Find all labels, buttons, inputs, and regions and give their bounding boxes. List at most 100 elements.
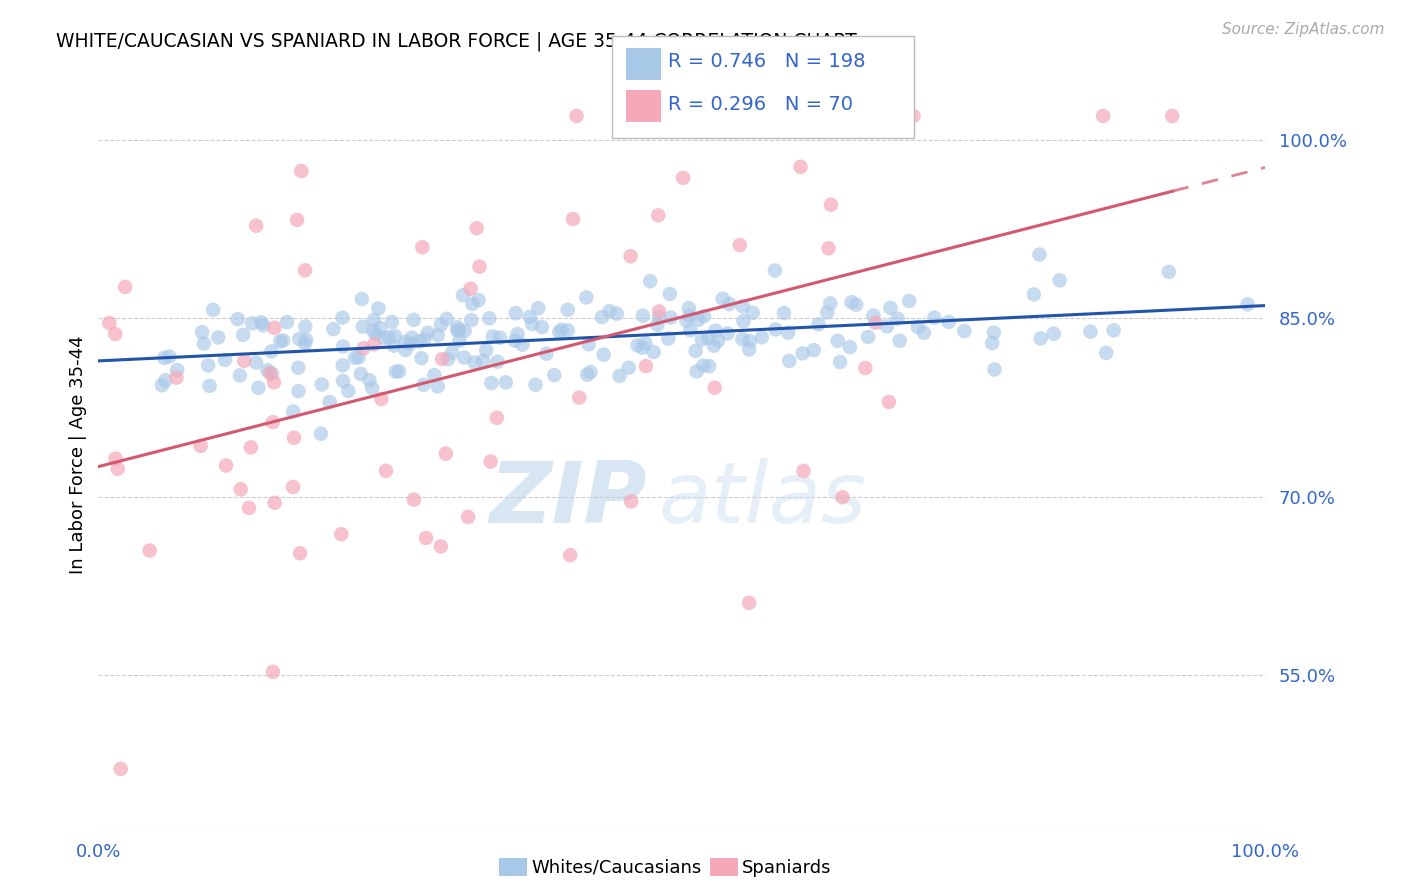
Point (430, 540, 453, 554)
Point (441, 345, 464, 359)
Point (697, 359, 720, 374)
Point (536, 346, 558, 360)
Point (692, 359, 714, 373)
Point (557, 302, 579, 317)
Point (332, 339, 354, 353)
Point (453, 351, 475, 365)
Point (343, 351, 366, 365)
Text: ZIP: ZIP (489, 458, 647, 541)
Point (648, 304, 671, 318)
Point (271, 334, 294, 348)
Point (981, 336, 1004, 351)
Text: WHITE/CAUCASIAN VS SPANIARD IN LABOR FORCE | AGE 35-44 CORRELATION CHART: WHITE/CAUCASIAN VS SPANIARD IN LABOR FOR… (56, 31, 858, 51)
Point (394, 334, 416, 349)
Point (485, 410, 508, 425)
Point (686, 364, 709, 378)
Point (197, 359, 219, 373)
Point (751, 330, 773, 344)
Point (983, 326, 1005, 340)
Point (838, 340, 860, 354)
Point (830, 355, 852, 369)
Point (426, 328, 449, 343)
Point (368, 321, 391, 335)
Point (207, 330, 229, 344)
Point (423, 368, 446, 383)
Point (416, 326, 439, 340)
Point (1157, 265, 1180, 279)
Point (879, 301, 901, 315)
Point (778, 326, 800, 340)
Point (803, 343, 825, 358)
Point (245, 355, 267, 369)
Point (672, 170, 695, 185)
Point (157, 350, 180, 364)
Point (505, 306, 527, 320)
Point (240, 317, 263, 331)
Point (807, 318, 830, 332)
Point (793, 464, 815, 478)
Point (820, 296, 842, 310)
Point (903, 109, 925, 123)
Point (402, 492, 425, 507)
Point (877, 395, 900, 409)
Point (1028, 247, 1050, 261)
Point (626, 338, 648, 352)
Point (716, 326, 738, 341)
Point (527, 301, 550, 316)
Point (889, 334, 911, 348)
Point (690, 333, 713, 347)
Point (489, 331, 512, 345)
Point (155, 373, 177, 387)
Point (575, 290, 598, 304)
Point (678, 301, 700, 315)
Point (263, 376, 285, 390)
Point (1029, 331, 1052, 345)
Point (388, 364, 411, 378)
Point (239, 440, 262, 454)
Point (524, 377, 547, 392)
Text: Whites/Caucasians: Whites/Caucasians (531, 859, 702, 877)
Point (370, 392, 392, 406)
Point (260, 344, 283, 359)
Point (411, 351, 433, 366)
Point (460, 313, 482, 327)
Point (472, 354, 495, 368)
Point (924, 310, 946, 325)
Point (620, 494, 643, 508)
Point (381, 315, 404, 329)
Point (107, 461, 129, 475)
Point (409, 334, 432, 349)
Point (465, 221, 488, 235)
Point (276, 315, 298, 329)
Point (468, 260, 491, 274)
Point (467, 293, 489, 307)
Point (506, 327, 529, 342)
Point (451, 288, 474, 302)
Point (865, 316, 887, 330)
Point (481, 376, 503, 390)
Point (166, 363, 188, 377)
Point (551, 323, 574, 337)
Point (262, 415, 284, 429)
Point (738, 596, 761, 610)
Point (193, 336, 215, 351)
Point (153, 351, 176, 365)
Point (1022, 287, 1045, 301)
Point (337, 384, 360, 398)
Point (460, 282, 482, 296)
Point (711, 292, 734, 306)
Point (110, 762, 132, 776)
Point (288, 332, 311, 346)
Point (773, 306, 796, 320)
Point (330, 527, 353, 541)
Point (430, 352, 453, 367)
Point (461, 297, 484, 311)
Point (679, 309, 702, 323)
Point (434, 447, 457, 461)
Point (294, 263, 316, 277)
Point (150, 378, 173, 392)
Point (938, 315, 960, 329)
Point (568, 391, 591, 405)
Point (495, 376, 517, 390)
Point (591, 310, 613, 325)
